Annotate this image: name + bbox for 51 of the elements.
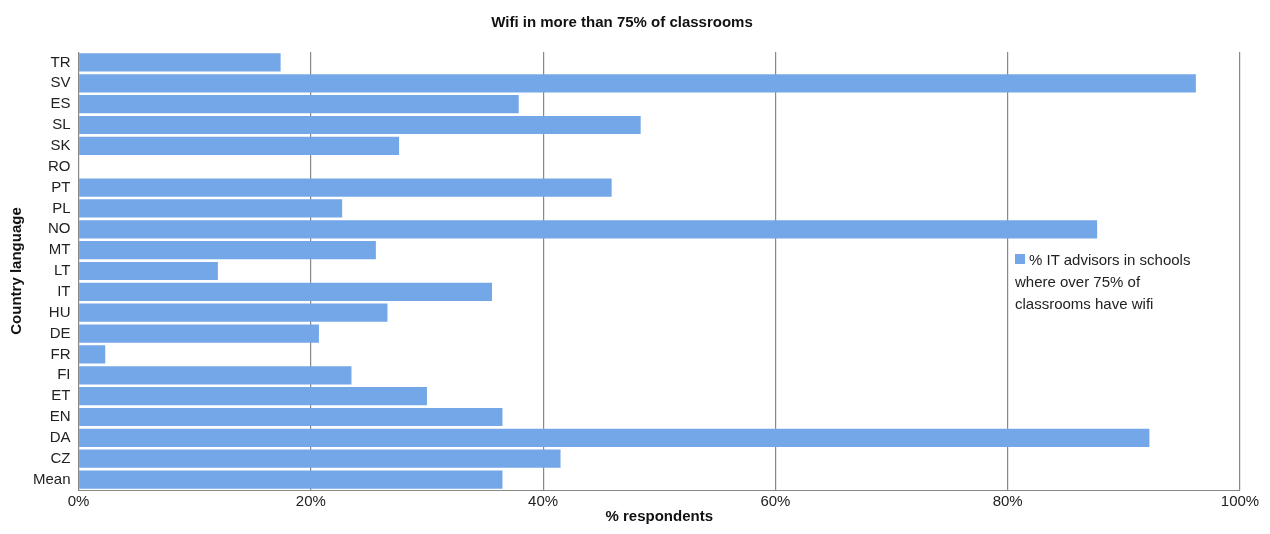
- bar: [79, 449, 561, 468]
- bar: [79, 407, 503, 427]
- bar: [79, 324, 319, 343]
- x-tick-label: 60%: [760, 492, 791, 510]
- y-tick-label: SK: [50, 136, 71, 153]
- y-tick-label: RO: [48, 156, 71, 174]
- y-tick-label: MT: [48, 240, 71, 258]
- y-tick-label: DE: [49, 323, 71, 341]
- bar: [79, 74, 1196, 93]
- bar: [79, 345, 106, 364]
- x-tick-label: 20%: [295, 492, 326, 510]
- y-tick-label: NO: [48, 219, 71, 237]
- y-tick-label: DA: [49, 428, 71, 445]
- y-tick-label: LT: [54, 261, 71, 279]
- x-tick-label: 100%: [1220, 492, 1260, 510]
- bar: [79, 261, 218, 281]
- y-tick-label: FI: [57, 365, 71, 383]
- y-tick-label: FR: [50, 344, 71, 362]
- x-tick-label: 40%: [528, 492, 559, 510]
- bar: [79, 199, 343, 218]
- y-tick-label: PT: [51, 177, 71, 195]
- y-tick-label: ET: [51, 386, 71, 404]
- y-tick-label: SL: [52, 115, 71, 133]
- bar: [79, 95, 519, 114]
- x-tick-label: 80%: [992, 492, 1023, 510]
- bar: [79, 470, 503, 489]
- chart-title: Wifi in more than 75% of classrooms: [491, 13, 753, 31]
- bar: [79, 178, 612, 197]
- bar: [79, 366, 352, 385]
- y-tick-label: ES: [50, 94, 71, 112]
- y-tick-label: IT: [57, 282, 71, 299]
- x-axis-title: % respondents: [605, 507, 714, 525]
- y-tick-label: CZ: [50, 448, 71, 466]
- bar: [79, 115, 641, 135]
- y-tick-label: SV: [50, 73, 71, 91]
- bar: [79, 53, 281, 72]
- bar: [79, 136, 400, 155]
- bar: [79, 387, 427, 406]
- y-tick-label: PL: [52, 198, 71, 216]
- bar: [79, 282, 493, 301]
- y-tick-label: HU: [48, 302, 71, 320]
- bar: [79, 220, 1098, 239]
- y-axis-title: Country language: [7, 207, 25, 335]
- y-tick-label: EN: [49, 407, 71, 425]
- bar: [79, 428, 1150, 447]
- bar: [79, 303, 388, 322]
- bar: [79, 241, 376, 260]
- legend-label: % IT advisors in schools where over 75% of classrooms have wifi: [1015, 250, 1192, 314]
- x-tick-label: 0%: [67, 492, 90, 510]
- y-tick-label: TR: [50, 52, 71, 70]
- y-tick-label: Mean: [32, 469, 71, 487]
